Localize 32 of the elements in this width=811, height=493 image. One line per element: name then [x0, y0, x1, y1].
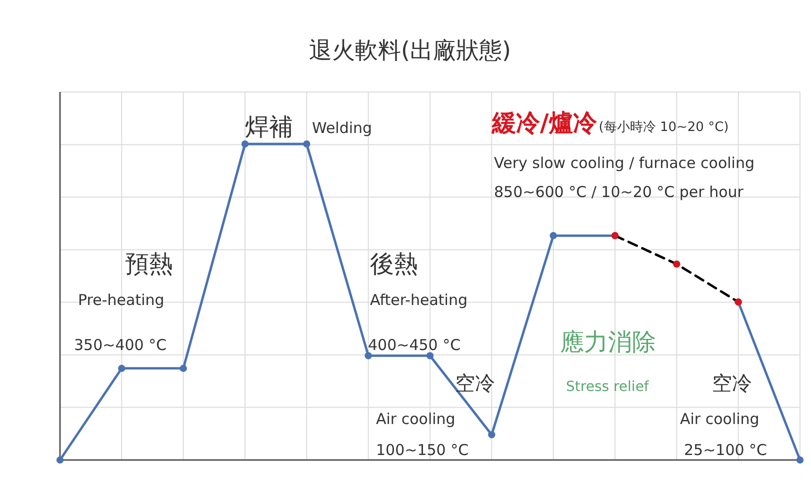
point — [550, 232, 557, 240]
annotation: 850~600 °C / 10~20 °C per hour — [494, 183, 744, 201]
annotation: 應力消除 — [560, 328, 656, 356]
annotation: Air cooling — [680, 410, 760, 428]
annotation: 後熱 — [370, 250, 418, 278]
text: 焊補 — [245, 113, 293, 141]
annotation: 350~400 °C — [74, 336, 167, 354]
annotation: Air cooling — [376, 410, 456, 428]
annotation: 空冷 — [712, 371, 752, 395]
annotation: 空冷 — [455, 371, 495, 395]
point — [364, 352, 372, 360]
annotation: Very slow cooling / furnace cooling — [494, 154, 754, 172]
annotation: 25~100 °C — [684, 441, 768, 459]
point — [56, 456, 64, 464]
point — [118, 364, 126, 372]
point — [303, 140, 310, 148]
point — [180, 364, 187, 372]
annotation: After-heating — [370, 291, 468, 309]
text: (每小時冷 10~20 °C) — [598, 120, 729, 135]
annotation: Stress relief — [566, 379, 650, 395]
annotation: Pre-heating — [78, 291, 164, 309]
annotation: 預熱 — [125, 250, 173, 278]
chart-title: 退火軟料(出廠狀態) — [309, 38, 511, 64]
point — [426, 352, 434, 360]
point — [488, 431, 496, 438]
point — [673, 260, 680, 268]
text: 緩冷/爐冷 — [491, 109, 598, 137]
point — [241, 140, 249, 148]
point — [796, 456, 804, 464]
annotation: 100~150 °C — [376, 441, 469, 459]
text: Welding — [312, 119, 372, 137]
annotation: 400~450 °C — [368, 336, 461, 354]
